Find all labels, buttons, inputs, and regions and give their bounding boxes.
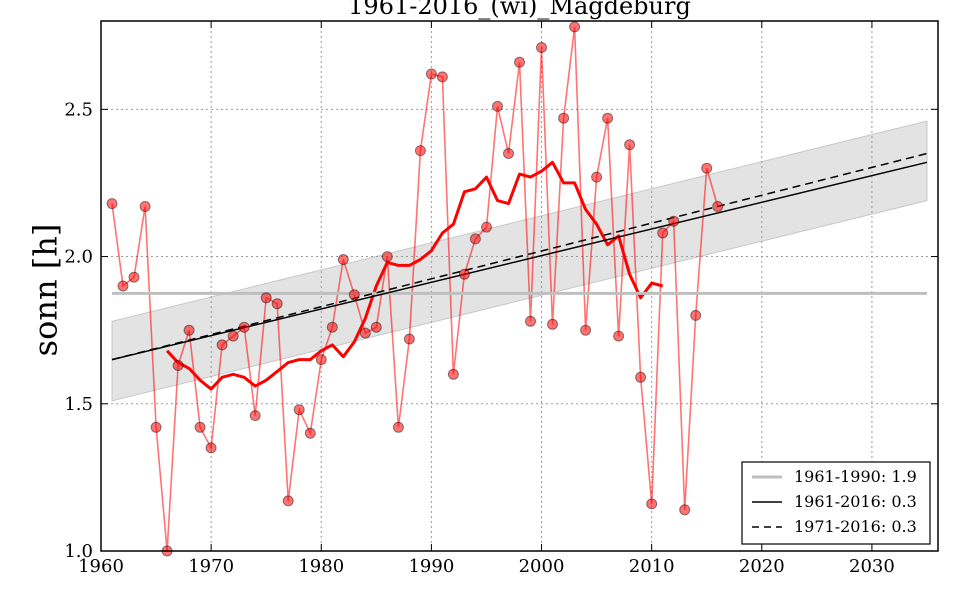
data-point-1998 [514, 56, 525, 68]
x-tick-label-2000: 2000 [519, 556, 565, 577]
data-point-1992 [447, 368, 459, 380]
data-point-2016 [712, 201, 724, 212]
data-point-1987 [392, 421, 404, 433]
data-point-1979 [304, 427, 316, 439]
data-point-2013 [679, 504, 691, 516]
data-point-2009 [635, 371, 647, 383]
series-line-4 [111, 152, 928, 361]
data-point-1980 [315, 354, 327, 366]
x-tick-label-1980: 1980 [298, 556, 344, 577]
data-point-2014 [690, 309, 702, 321]
x-tick-label-1970: 1970 [188, 556, 234, 577]
data-point-2006 [602, 112, 614, 124]
chart-title: 1961-2016_(wi)_Magdeburg [348, 0, 691, 20]
data-point-1996 [492, 100, 503, 112]
legend-label-1: 1961-2016: 0.3 [794, 492, 917, 511]
data-point-1962 [117, 280, 129, 292]
legend-label-2: 1971-2016: 0.3 [794, 517, 917, 536]
data-point-2008 [624, 139, 636, 151]
data-point-1971 [216, 339, 228, 351]
data-point-1969 [194, 421, 206, 433]
data-point-2005 [591, 171, 603, 183]
data-point-1981 [326, 321, 338, 333]
data-point-1967 [172, 360, 184, 371]
data-point-1970 [205, 442, 217, 454]
data-point-1963 [128, 271, 140, 283]
data-point-1977 [282, 495, 294, 507]
data-point-1975 [260, 292, 272, 304]
x-tick-label-2030: 2030 [849, 556, 895, 577]
series-line-3 [111, 161, 928, 361]
data-point-1985 [370, 321, 382, 333]
data-point-1965 [150, 421, 162, 433]
data-point-2000 [536, 42, 547, 53]
data-point-2012 [668, 215, 680, 227]
data-point-1961 [106, 198, 118, 210]
data-point-2015 [701, 162, 713, 174]
data-point-2004 [580, 324, 592, 336]
data-point-1973 [238, 321, 250, 333]
legend-label-0: 1961-1990: 1.9 [794, 467, 917, 486]
data-point-1989 [414, 145, 426, 157]
data-point-1988 [403, 333, 415, 345]
data-point-2003 [569, 21, 581, 33]
ticks-layer: 1960 1970 1980 1990 2000 2010 2020 2030 1.0 1.5 2.… [64, 21, 938, 577]
legend: 1961-1990: 1.9 1961-2016: 0.3 1971-2016: 0… [741, 461, 931, 545]
x-tick-label-2010: 2010 [629, 556, 675, 577]
data-point-1964 [139, 201, 151, 212]
data-point-1983 [348, 289, 360, 301]
data-point-1982 [337, 254, 349, 265]
data-point-1993 [458, 268, 470, 280]
y-tick-label-2.5: 2.5 [64, 99, 93, 120]
data-point-1986 [381, 251, 393, 263]
data-point-1991 [436, 71, 448, 83]
data-point-1999 [525, 315, 536, 327]
data-point-1997 [503, 148, 514, 159]
y-tick-label-1: 1.0 [64, 541, 93, 562]
series-line-1 [166, 160, 664, 391]
y-tick-label-2: 2.0 [64, 247, 93, 268]
data-point-1990 [425, 68, 437, 80]
data-point-1984 [359, 327, 371, 339]
series-line-0 [111, 26, 719, 552]
data-point-1995 [481, 221, 492, 233]
data-point-2007 [613, 330, 625, 342]
x-tick-label-2020: 2020 [739, 556, 785, 577]
data-point-2001 [547, 318, 558, 330]
y-tick-label-1.5: 1.5 [64, 394, 93, 415]
data-point-1976 [271, 298, 283, 310]
data-point-1974 [249, 410, 261, 422]
data-point-2011 [657, 227, 669, 239]
points-layer [106, 21, 724, 557]
x-tick-label-1990: 1990 [408, 556, 454, 577]
data-point-2010 [646, 498, 658, 510]
x-tick-label-1960: 1960 [78, 556, 124, 577]
y-axis-label: sonn [h] [27, 224, 65, 357]
plot-frame [100, 20, 939, 552]
data-point-1994 [469, 233, 481, 245]
data-point-2002 [558, 112, 570, 124]
data-point-1972 [227, 330, 239, 342]
data-point-1968 [183, 324, 195, 336]
data-point-1978 [293, 404, 305, 416]
